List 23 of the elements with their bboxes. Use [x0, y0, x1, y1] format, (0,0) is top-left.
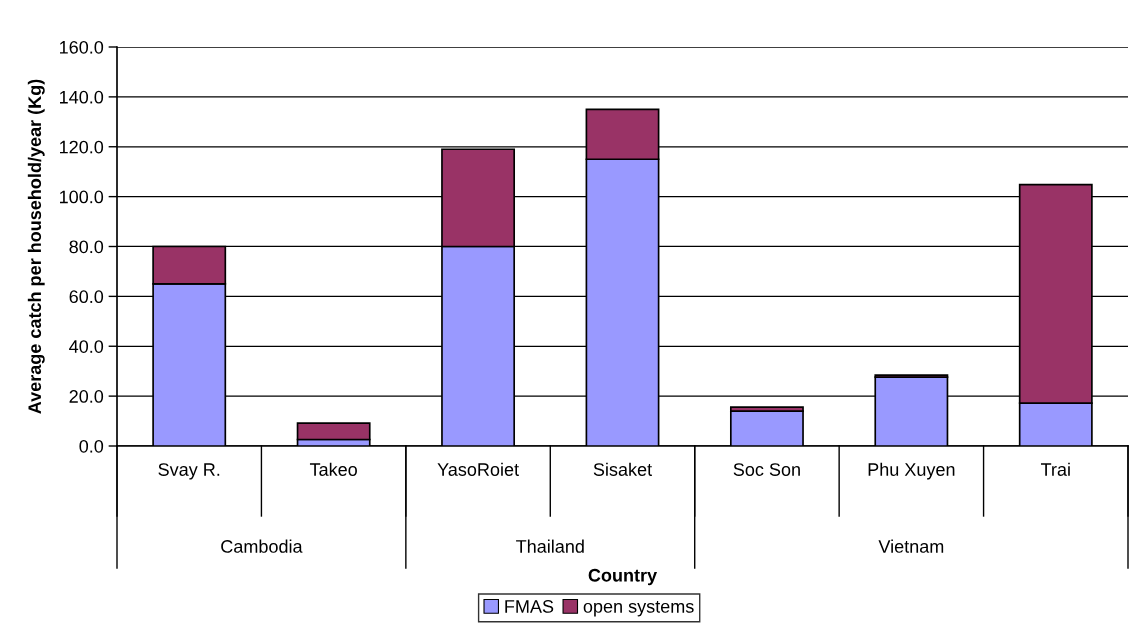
y-tick-label: 0.0 — [79, 439, 104, 453]
x-tick-label: YasoRoiet — [437, 462, 519, 476]
x-tick-label: Sisaket — [593, 462, 652, 476]
x-axis-title: Country — [588, 568, 658, 586]
y-tick-label: 120.0 — [60, 140, 104, 154]
text: Cambodia — [221, 539, 303, 553]
x-tick-label: Trai — [1040, 462, 1070, 476]
x-tick-label: Takeo — [309, 462, 357, 476]
y-tick-label: 80.0 — [69, 240, 104, 254]
y-axis-title: Average catch per household/year (Kg) — [27, 79, 45, 414]
y-tick-label: 140.0 — [60, 90, 104, 104]
x-tick-label: Svay R. — [158, 463, 220, 480]
legend-label: FMAS — [505, 600, 554, 613]
y-tick-label: 160.0 — [60, 40, 104, 54]
x-tick-label: Soc Son — [733, 463, 800, 476]
y-tick-label: 40.0 — [69, 340, 104, 353]
y-tick-label: 20.0 — [69, 390, 104, 403]
y-tick-label: 60.0 — [69, 290, 104, 304]
text: Thailand — [516, 539, 584, 553]
text: Vietnam — [878, 539, 944, 553]
y-tick-label: 100.0 — [60, 190, 104, 204]
x-tick-label: Phu Xuyen — [868, 462, 955, 480]
legend-label: open systems — [583, 600, 694, 617]
